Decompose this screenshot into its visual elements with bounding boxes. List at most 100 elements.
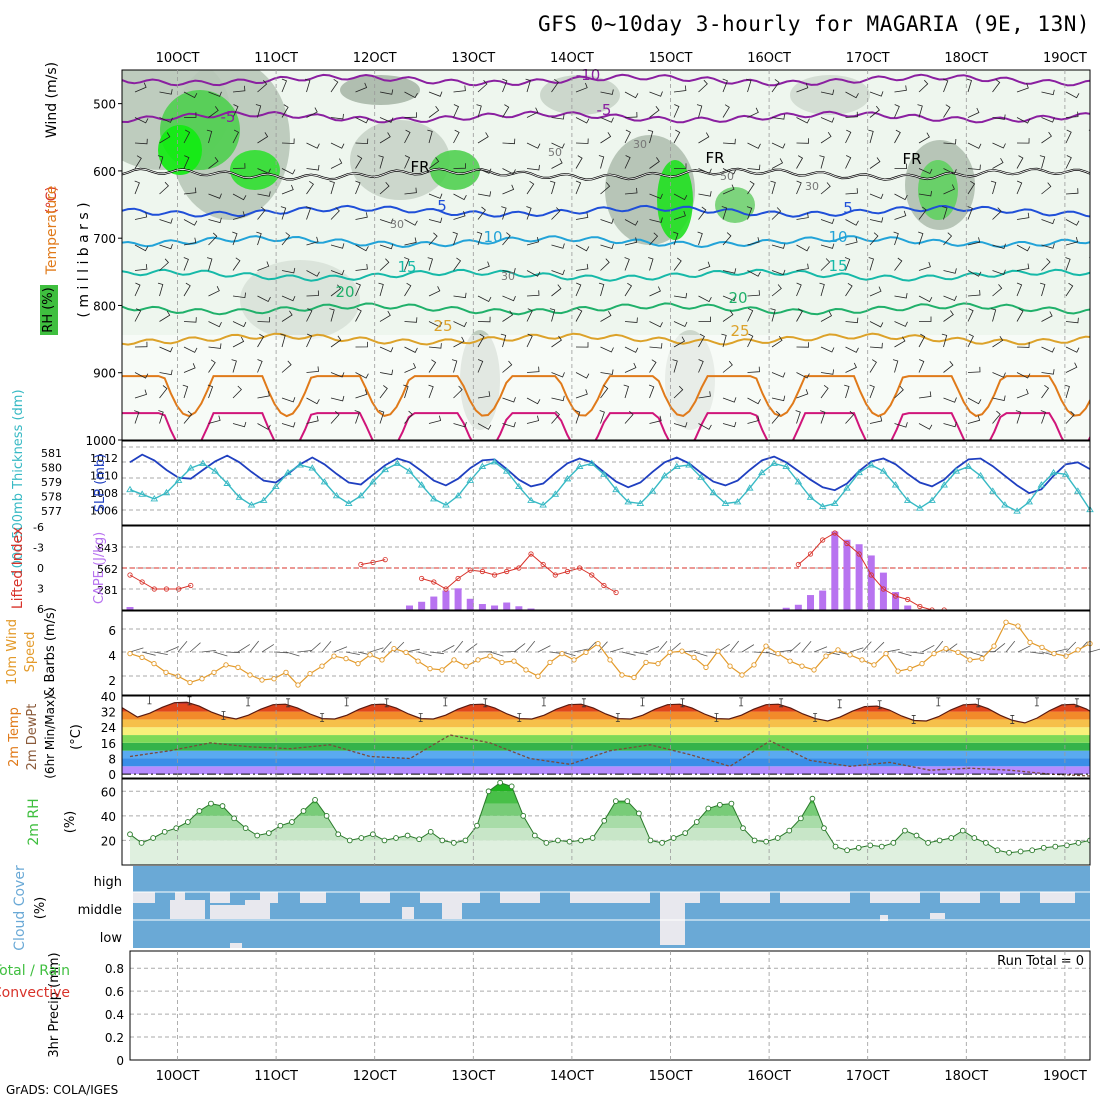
wind-barb (746, 206, 753, 220)
wind-barb (134, 212, 148, 220)
wind-barb (967, 164, 981, 171)
wind-barb (796, 308, 803, 322)
contour-label: 10 (483, 228, 502, 246)
wind-barb (1091, 343, 1100, 348)
wind-speed-point (583, 649, 589, 656)
wind-barb (624, 410, 634, 424)
temp-errorbar (418, 713, 423, 722)
wind-barb (967, 107, 980, 118)
cloud-gap (1000, 892, 1020, 903)
wind-barb (428, 232, 438, 246)
thickness-point (466, 476, 475, 483)
wind-barb (992, 158, 1004, 169)
wind-barb (992, 395, 1006, 401)
wind-barb (967, 142, 982, 149)
wind-barb (1016, 244, 1031, 252)
rh-point (717, 801, 723, 808)
x-tick-bottom: 15OCT (649, 1069, 693, 1084)
wind-barb (159, 346, 173, 353)
wind-barb (477, 206, 486, 220)
ylabel-temp-unit: (°C) (44, 186, 60, 214)
wind-barb (526, 180, 535, 195)
wind-barb (355, 155, 363, 169)
cloud-gap (780, 892, 850, 903)
contour-label: 20 (335, 283, 354, 301)
contour-label: -5 (221, 108, 236, 126)
thickness-point (745, 484, 754, 491)
wind-barb (526, 270, 541, 277)
lifted-index-point (613, 589, 619, 596)
wind-barb (869, 286, 882, 297)
wind-barb (967, 270, 982, 277)
wind-barb (894, 385, 904, 399)
wind-barb (159, 243, 173, 250)
wind-barb (649, 343, 663, 349)
wind-barb (428, 193, 443, 199)
wind-barb (1016, 83, 1029, 93)
wind-barb (1065, 411, 1075, 424)
wind-barb (157, 282, 164, 297)
surface-barb (873, 641, 885, 653)
wind-speed-point (1003, 619, 1009, 625)
wind-barb (918, 391, 932, 399)
rh-point (994, 847, 1001, 854)
x-tick-bottom: 14OCT (550, 1069, 594, 1084)
wind-barb (796, 117, 810, 124)
wind-speed-point (163, 669, 169, 676)
wind-barb (1065, 129, 1072, 144)
wind-barb (673, 336, 686, 348)
thickness-point (1049, 468, 1058, 476)
ylabel-cape: CAPE (J/kg) (92, 532, 107, 604)
cape-bar (904, 605, 912, 610)
isotherm-0 (122, 73, 1090, 87)
rh-point (1064, 842, 1070, 849)
surface-barb (1017, 645, 1031, 653)
rh-point (832, 843, 839, 850)
contour-label: 15 (828, 257, 847, 275)
ylabel-wind: Wind (m/s) (44, 62, 60, 138)
rh-point (543, 840, 550, 846)
wind-speed-point (295, 682, 301, 688)
wind-speed-point (307, 671, 313, 677)
surface-barb (333, 646, 348, 653)
wind-barb (796, 212, 809, 220)
wind-barb (893, 231, 899, 246)
lifted-index-point (820, 537, 826, 543)
rh-point (809, 795, 816, 802)
wind-barb (918, 168, 933, 175)
temp-tick: 0 (108, 768, 116, 782)
wind-barb (1091, 287, 1100, 296)
rh-shading (430, 150, 480, 190)
contour-label: 30 (633, 138, 647, 151)
wind-barb (967, 289, 981, 297)
wind-speed-point (523, 667, 529, 673)
wind-barb (428, 157, 440, 169)
wind-barb (575, 244, 590, 252)
wind-barb (819, 155, 825, 169)
wind-barb (698, 79, 708, 93)
wind-speed-point (211, 669, 217, 676)
thickness-point (442, 501, 450, 508)
wind-speed-point (235, 664, 241, 671)
cape-bar (892, 592, 900, 610)
wind-barb (551, 243, 565, 249)
wind-speed-point (451, 657, 457, 663)
wind-barb (379, 182, 390, 195)
x-tick-bottom: 13OCT (451, 1069, 495, 1084)
rh-point (682, 830, 689, 836)
wind-speed-point (547, 659, 553, 666)
x-tick-top: 17OCT (846, 51, 890, 66)
surface-barb (225, 651, 241, 654)
wind-barb (820, 311, 833, 322)
wind-barb (600, 89, 614, 95)
lifted-index-point (491, 572, 498, 578)
wind-barb (453, 85, 466, 93)
wind-barb (820, 218, 835, 225)
wind-barb (257, 168, 271, 174)
wind-barb (330, 284, 342, 297)
wind-barb (427, 129, 433, 144)
contour-label: FR (705, 149, 724, 167)
wind-barb (649, 359, 657, 373)
thickness-point (733, 498, 742, 505)
